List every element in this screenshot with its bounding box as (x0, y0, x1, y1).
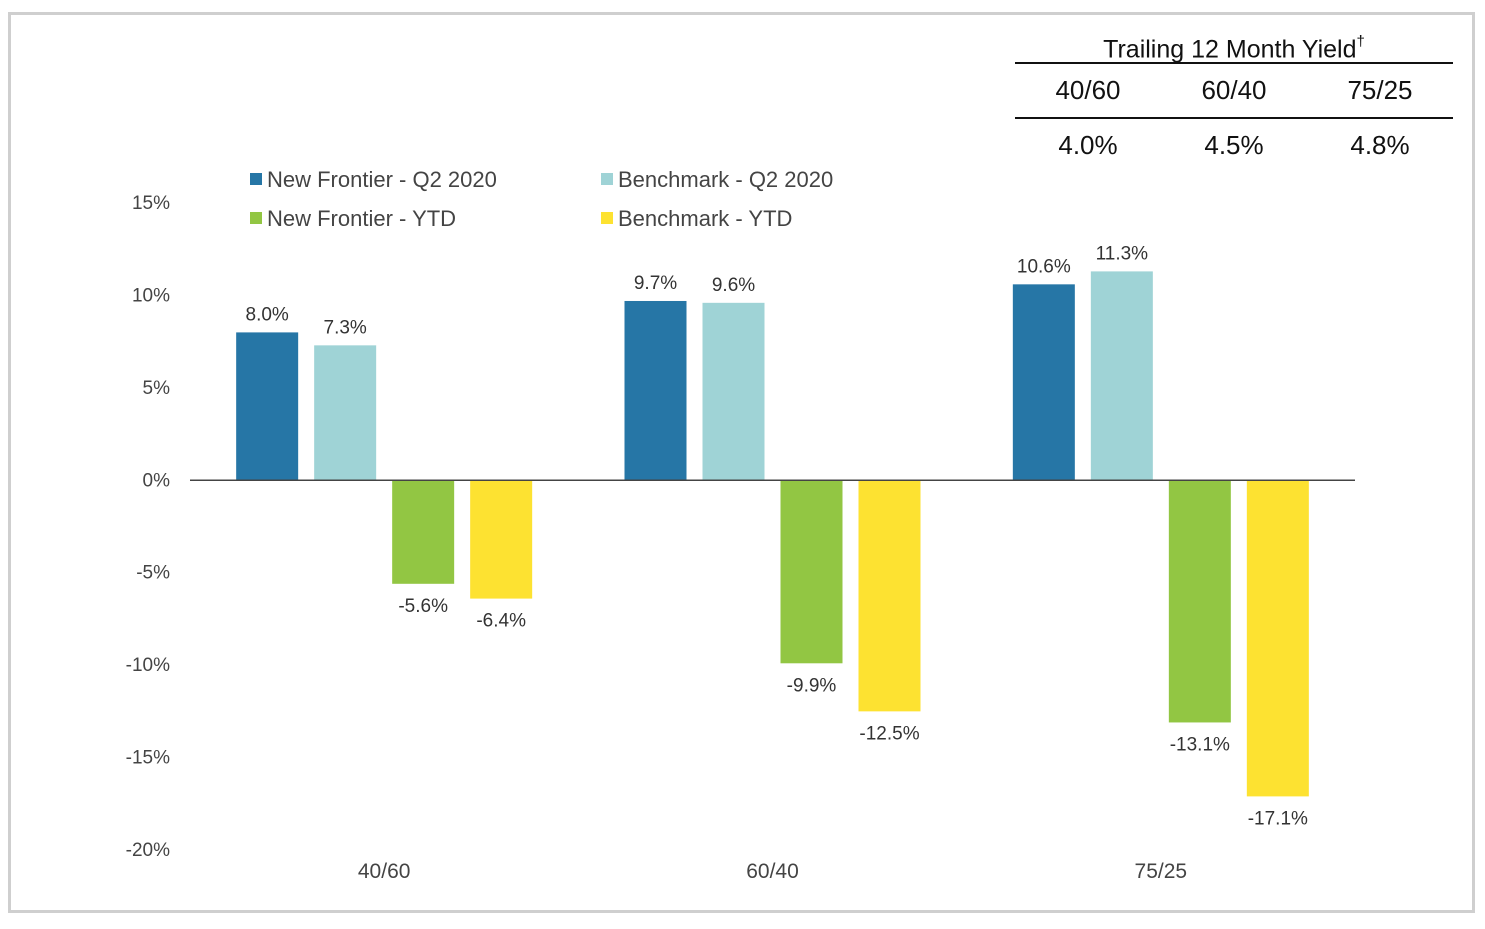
legend-swatch (601, 212, 613, 224)
legend-label: New Frontier - YTD (267, 206, 456, 231)
yield-header: 40/60 (1055, 75, 1121, 105)
data-labels: 8.0% 7.3% -5.6% -6.4% 9.7% 9.6% -9.9% -12.5% 10.… (246, 243, 1309, 829)
yield-value: 4.8% (1350, 130, 1410, 160)
y-tick-label: -10% (126, 655, 170, 676)
yield-divider-top (1015, 62, 1453, 64)
bar (392, 480, 455, 584)
data-label: 9.7% (634, 273, 677, 294)
x-tick-label: 40/60 (358, 860, 411, 883)
legend-swatch (250, 212, 262, 224)
yield-value: 4.5% (1204, 130, 1264, 160)
legend-swatch (250, 173, 262, 185)
yield-value-row: 4.0% 4.5% 4.8% (1015, 119, 1453, 172)
y-tick-label: 10% (132, 285, 170, 306)
bars (236, 271, 1309, 797)
dagger-mark: † (1356, 33, 1365, 50)
x-tick-label: 60/40 (746, 860, 799, 883)
data-label: -9.9% (787, 675, 837, 696)
x-tick-label: 75/25 (1135, 860, 1188, 883)
bar (1012, 284, 1075, 481)
legend-label: New Frontier - Q2 2020 (267, 167, 497, 192)
data-label: 8.0% (246, 304, 289, 325)
bar (702, 302, 765, 481)
data-label: 10.6% (1017, 256, 1071, 277)
trailing-yield-table: Trailing 12 Month Yield† 40/60 60/40 75/… (1015, 26, 1453, 172)
data-label: -5.6% (398, 596, 448, 617)
bar (1246, 480, 1309, 797)
legend-swatch (601, 173, 613, 185)
bar (1168, 480, 1231, 723)
data-label: -17.1% (1248, 808, 1308, 829)
yield-divider-bottom (1015, 117, 1453, 119)
legend-label: Benchmark - Q2 2020 (618, 167, 833, 192)
data-label: 7.3% (324, 317, 367, 338)
legend-label: Benchmark - YTD (618, 206, 792, 231)
legend: New Frontier - Q2 2020 Benchmark - Q2 202… (250, 167, 833, 231)
yield-header-row: 40/60 60/40 75/25 (1015, 64, 1453, 117)
yield-value: 4.0% (1058, 130, 1118, 160)
data-label: -13.1% (1170, 734, 1230, 755)
data-label: 9.6% (712, 275, 755, 296)
y-tick-label: -20% (126, 840, 170, 861)
bar (624, 300, 687, 481)
bar (470, 480, 533, 599)
bar (314, 345, 377, 481)
yield-table-title: Trailing 12 Month Yield† (1103, 33, 1365, 64)
bar (1090, 271, 1153, 481)
y-tick-label: -5% (136, 563, 170, 584)
bar (236, 332, 299, 481)
bar (780, 480, 843, 664)
data-label: 11.3% (1096, 243, 1149, 264)
x-axis: 40/60 60/40 75/25 (358, 860, 1187, 883)
yield-header: 75/25 (1347, 75, 1413, 105)
y-tick-label: 5% (143, 378, 171, 399)
y-tick-label: -15% (126, 748, 170, 769)
bar (858, 480, 921, 712)
y-tick-label: 0% (143, 470, 171, 491)
y-tick-label: 15% (132, 193, 170, 214)
yield-header: 60/40 (1201, 75, 1267, 105)
data-label: -6.4% (476, 611, 526, 632)
data-label: -12.5% (859, 723, 919, 744)
y-axis: 15% 10% 5% 0% -5% -10% -15% -20% (126, 193, 170, 861)
